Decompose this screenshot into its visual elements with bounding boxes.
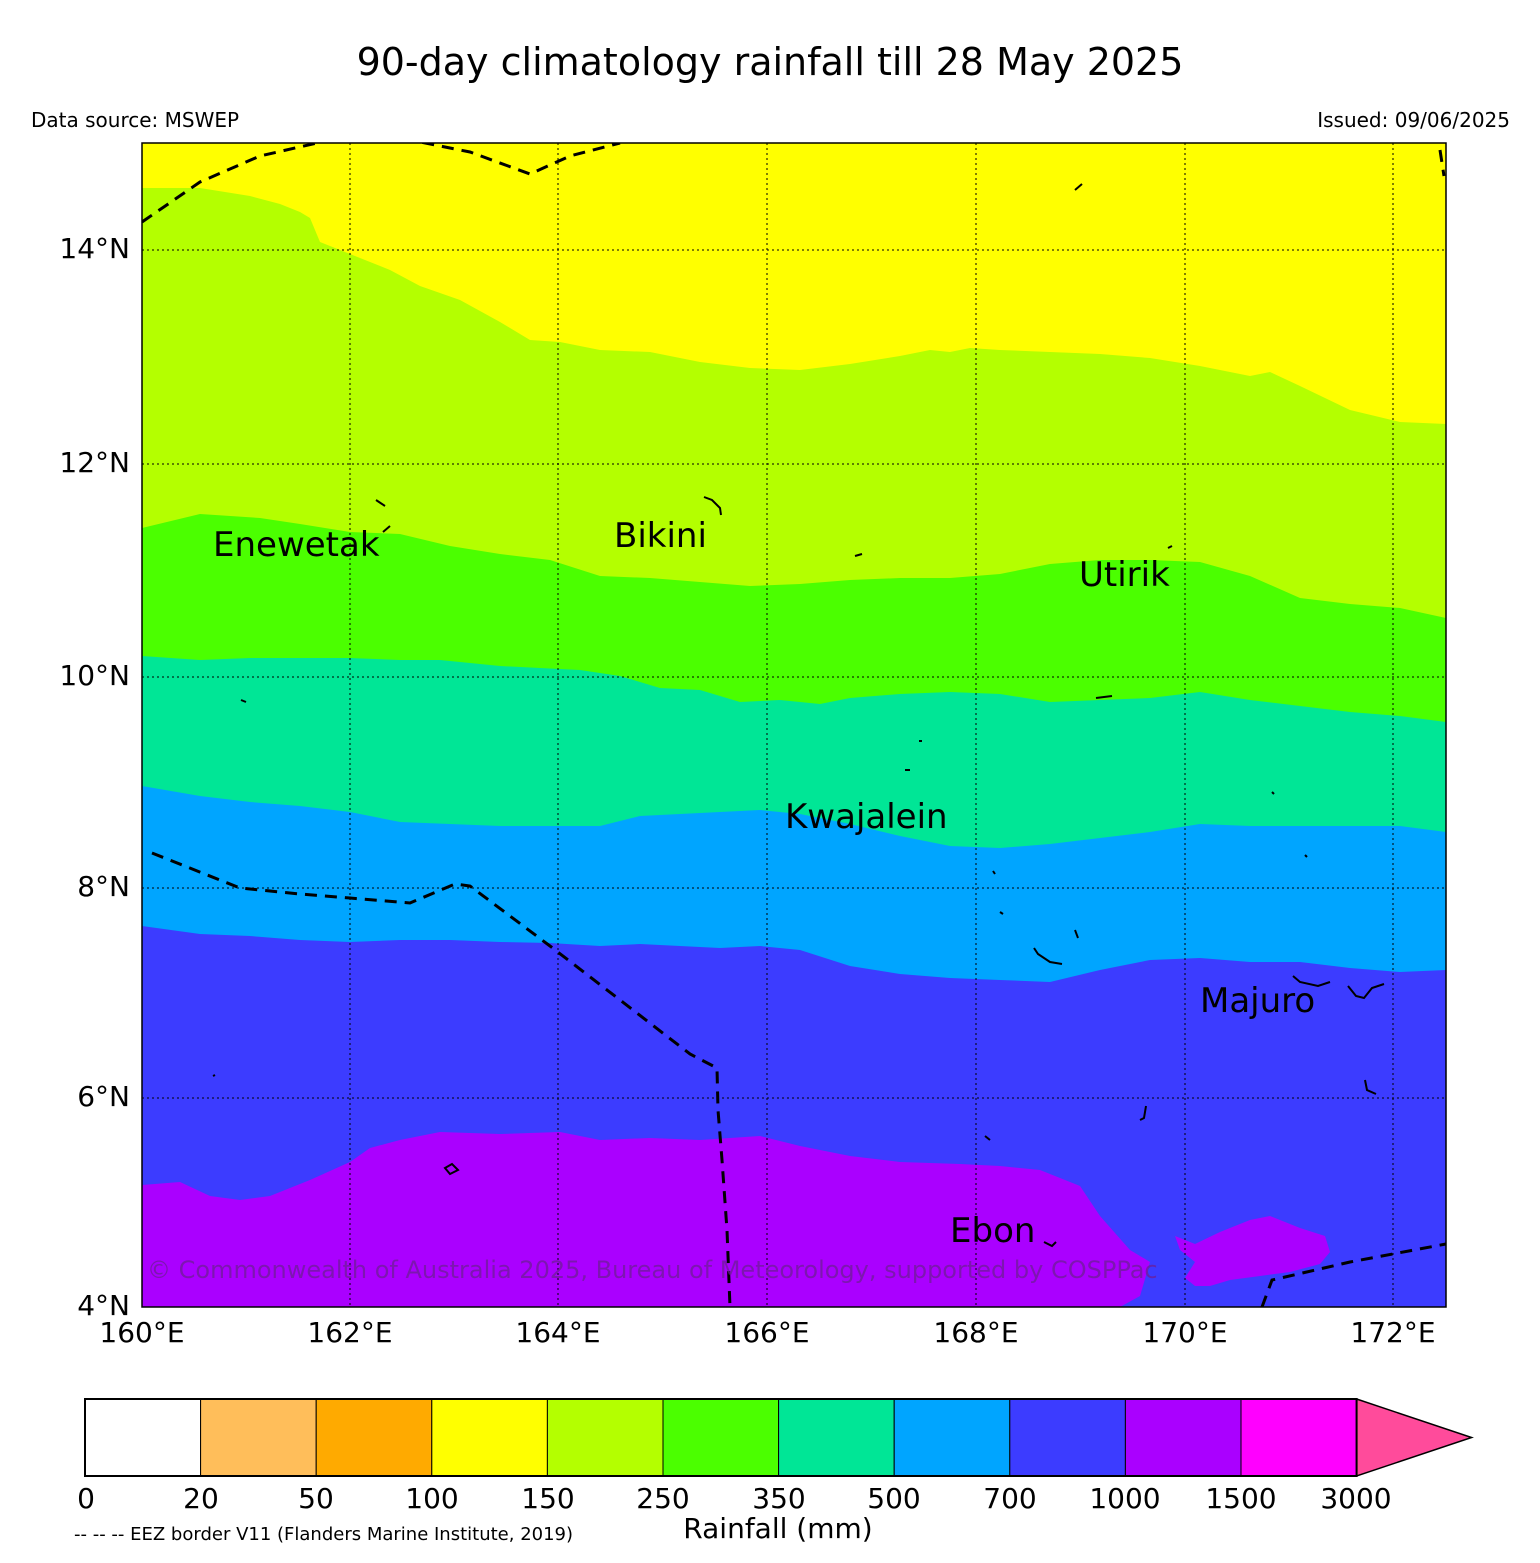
map-field [142, 143, 1446, 1307]
eez-legend-note: -- -- -- EEZ border V11 (Flanders Marine… [74, 1524, 574, 1545]
data-source-label: Data source: MSWEP [31, 108, 240, 132]
map-frame [141, 142, 1447, 1308]
lon-label-160e: 160°E [99, 1316, 185, 1349]
lon-label-170e: 170°E [1142, 1316, 1228, 1349]
lon-label-168e: 168°E [933, 1316, 1019, 1349]
lon-label-164e: 164°E [515, 1316, 601, 1349]
copyright-watermark: © Commonwealth of Australia 2025, Bureau… [147, 1256, 1158, 1284]
issued-date-label: Issued: 09/06/2025 [1317, 108, 1510, 132]
colorbar-tick-label: 250 [636, 1482, 690, 1515]
colorbar-tick-label: 500 [867, 1482, 921, 1515]
band-1000-1500 [142, 1132, 1150, 1307]
colorbar-tick-label: 150 [521, 1482, 575, 1515]
colorbar [84, 1397, 1474, 1478]
colorbar-segment [778, 1398, 895, 1477]
colorbar-tick-label: 100 [405, 1482, 459, 1515]
colorbar-segment [662, 1398, 780, 1477]
place-label-kwajalein: Kwajalein [785, 797, 948, 837]
colorbar-segment [431, 1398, 548, 1477]
colorbar-tick-label: 50 [298, 1482, 334, 1515]
chart-title: 90-day climatology rainfall till 28 May … [356, 40, 1184, 84]
place-label-utirik: Utirik [1079, 555, 1170, 595]
lat-label-14n: 14°N [59, 232, 130, 265]
place-label-enewetak: Enewetak [213, 525, 380, 565]
lon-label-162e: 162°E [307, 1316, 393, 1349]
colorbar-tick-label: 0 [77, 1482, 95, 1515]
graticule [142, 143, 1446, 1307]
colorbar-tick-label: 350 [752, 1482, 806, 1515]
place-label-majuro: Majuro [1200, 981, 1315, 1021]
colorbar-segment [1009, 1398, 1126, 1477]
colorbar-frame [84, 1398, 1358, 1477]
band-100-150 [142, 143, 1446, 424]
eez-border [142, 143, 1446, 1307]
colorbar-segment [315, 1398, 433, 1477]
colorbar-segment [1124, 1398, 1242, 1477]
place-label-bikini: Bikini [614, 516, 707, 556]
lat-label-12n: 12°N [59, 446, 130, 479]
lon-label-166e: 166°E [724, 1316, 810, 1349]
colorbar-tick-label: 3000 [1320, 1482, 1392, 1515]
lat-label-4n: 4°N [77, 1289, 130, 1322]
colorbar-segment [893, 1398, 1011, 1477]
lat-label-6n: 6°N [77, 1080, 130, 1113]
colorbar-tick-label: 1500 [1205, 1482, 1277, 1515]
colorbar-tick-label: 1000 [1089, 1482, 1161, 1515]
colorbar-title: Rainfall (mm) [683, 1512, 873, 1545]
band-1000-1500-east [1175, 1216, 1330, 1286]
colorbar-segment [1240, 1398, 1358, 1477]
colorbar-extend-arrow [1355, 1397, 1474, 1478]
colorbar-segment [546, 1398, 664, 1477]
colorbar-tick-label: 20 [183, 1482, 219, 1515]
lat-label-10n: 10°N [59, 659, 130, 692]
colorbar-segment [84, 1398, 202, 1477]
lat-label-8n: 8°N [77, 870, 130, 903]
colorbar-tick-label: 700 [983, 1482, 1037, 1515]
lon-label-172e: 172°E [1350, 1316, 1436, 1349]
atolls [212, 183, 1385, 1248]
colorbar-segment [200, 1398, 317, 1477]
place-label-ebon: Ebon [950, 1211, 1035, 1251]
